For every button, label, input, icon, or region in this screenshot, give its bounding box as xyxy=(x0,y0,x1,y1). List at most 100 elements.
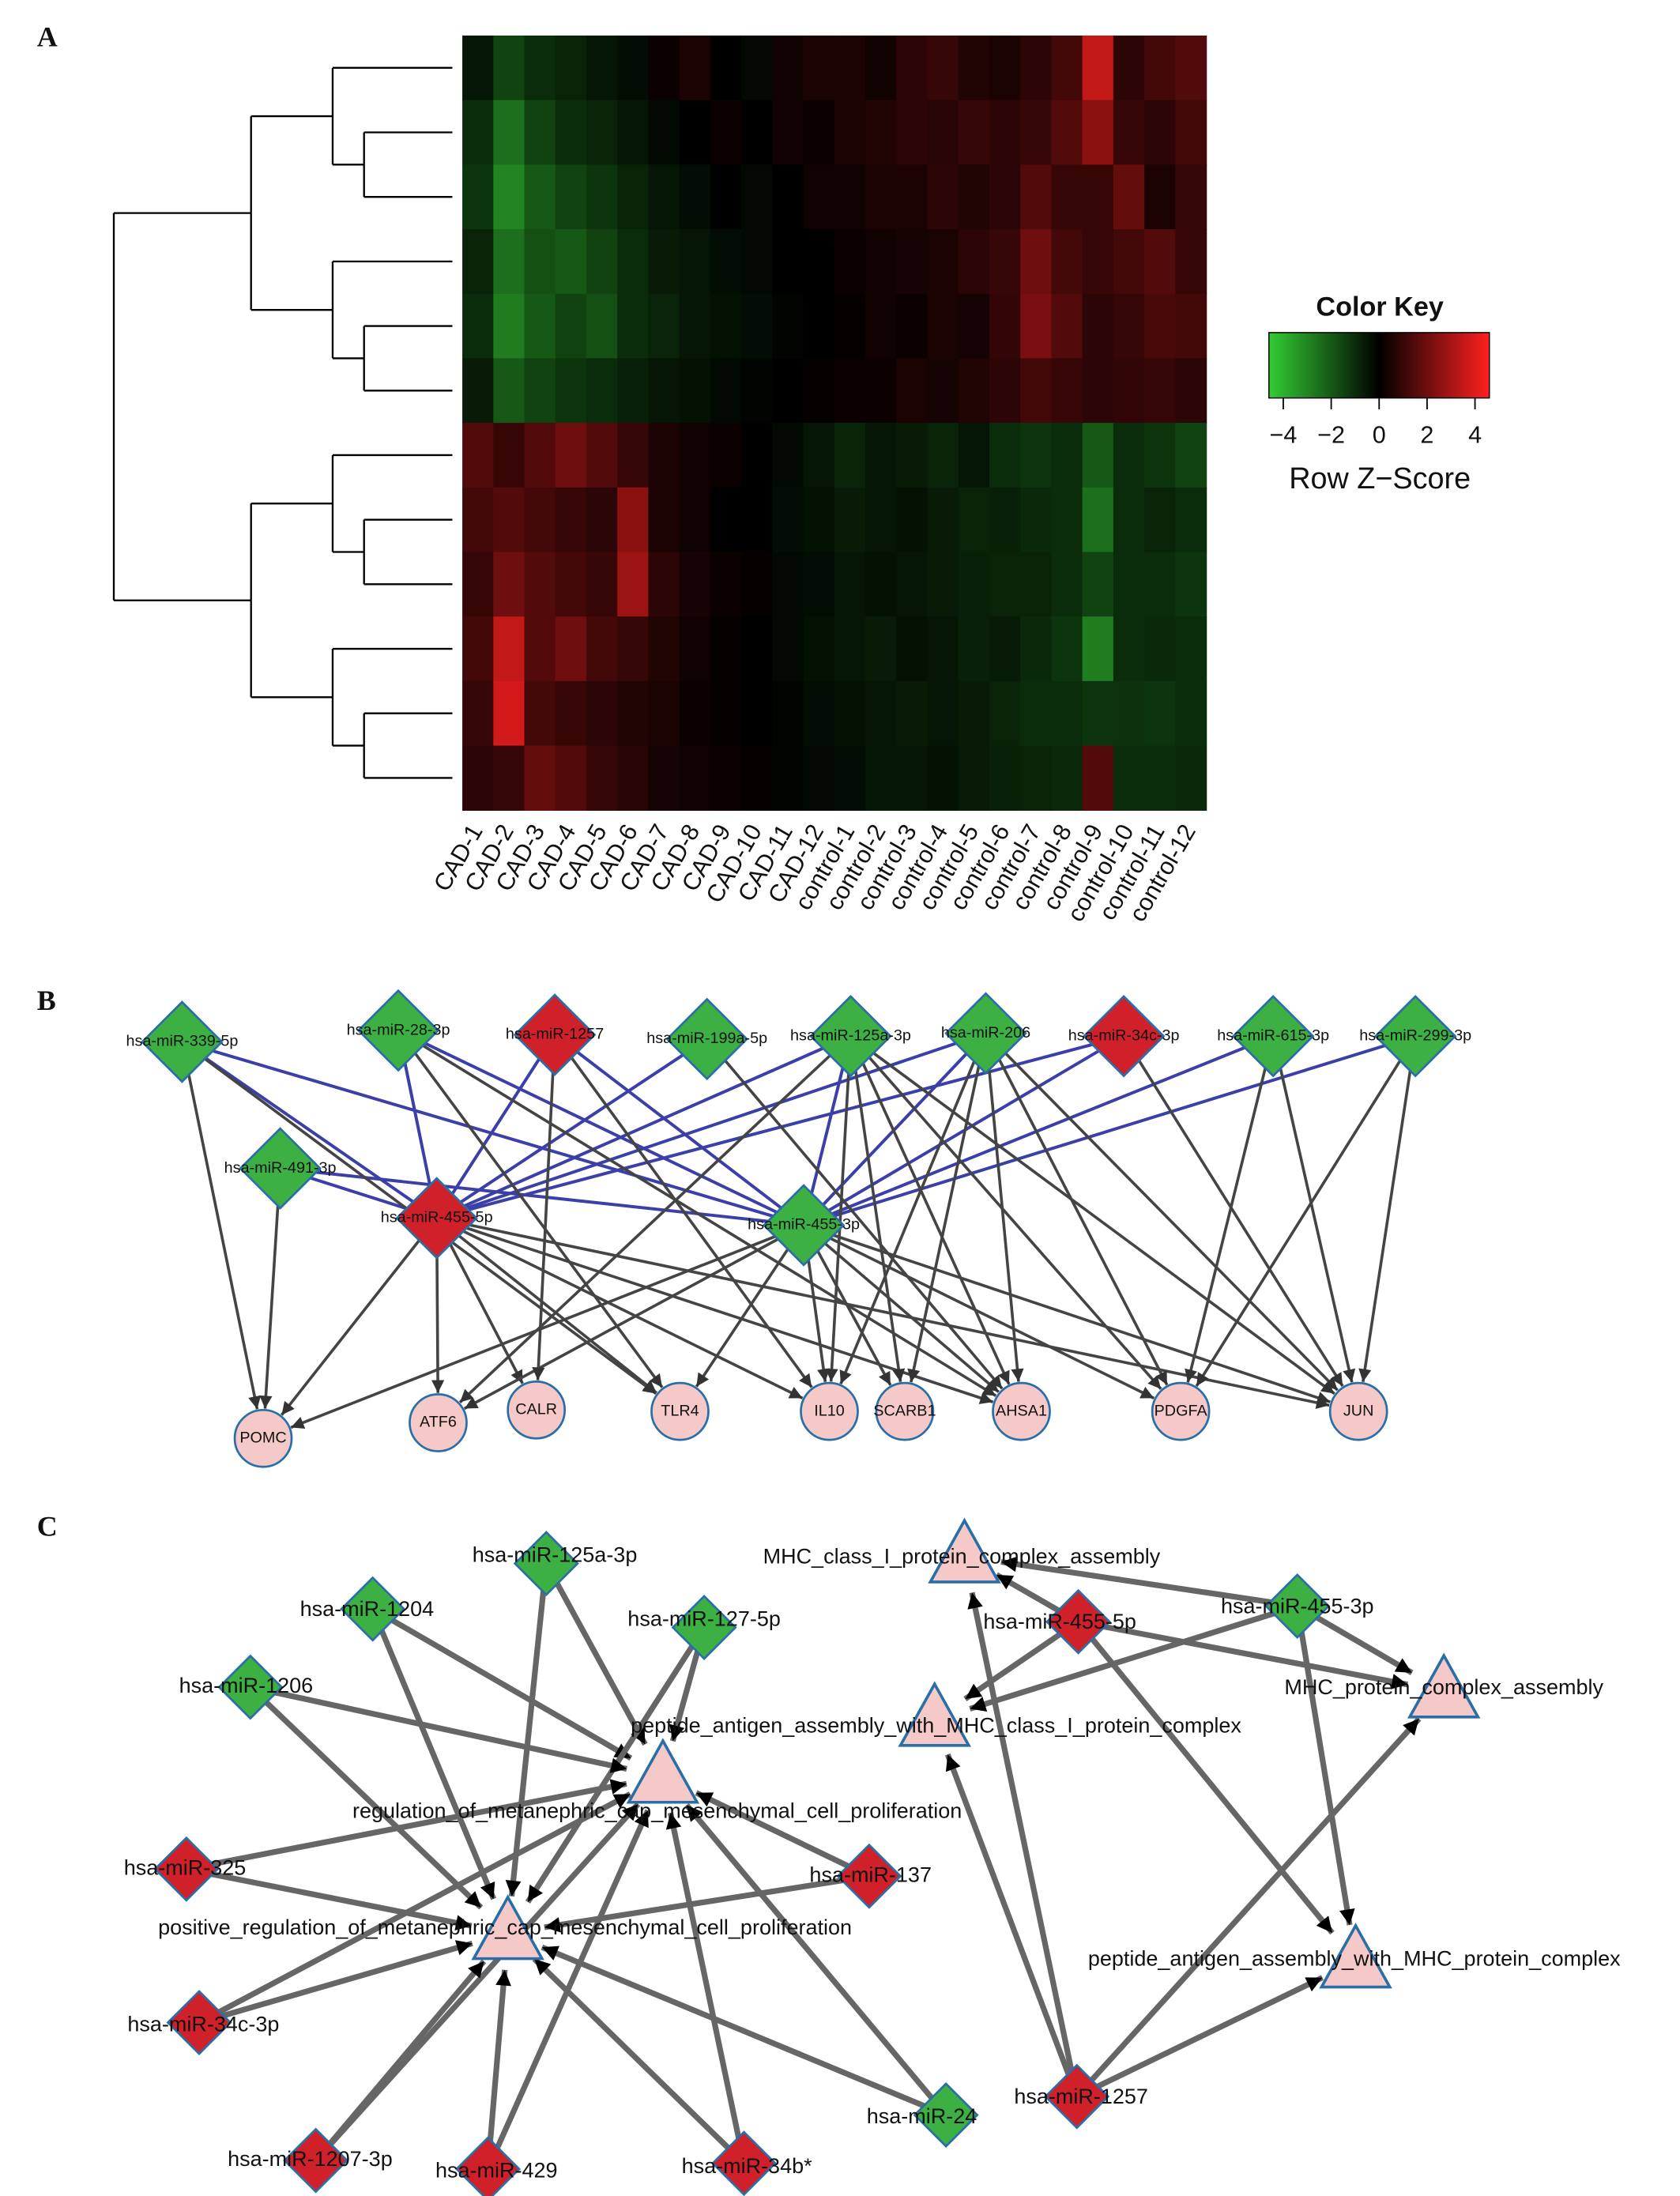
network-edge xyxy=(1000,1556,1298,1610)
heatmap-cell xyxy=(524,164,556,230)
heatmap-cell xyxy=(1020,745,1053,811)
heatmap-cell xyxy=(617,358,650,424)
heatmap-cell xyxy=(1020,423,1053,488)
node-label: hsa-miR-299-3p xyxy=(1359,1026,1471,1044)
heatmap-cell xyxy=(1020,358,1053,424)
heatmap-cell xyxy=(896,487,929,553)
heatmap-cell xyxy=(927,552,959,617)
network-edge xyxy=(198,1940,473,2026)
node-label: hsa-miR-1257 xyxy=(1014,2085,1148,2108)
network-edge xyxy=(435,1034,852,1220)
heatmap-cell xyxy=(958,164,990,230)
network-edge xyxy=(1122,1035,1344,1388)
heatmap-cell xyxy=(1144,745,1177,811)
heatmap-cell xyxy=(493,35,525,101)
heatmap-cell xyxy=(865,229,897,295)
mirna-node xyxy=(710,2130,778,2196)
heatmap-cell xyxy=(958,293,990,360)
heatmap-cell xyxy=(1175,100,1207,166)
heatmap-cell xyxy=(1051,229,1083,295)
heatmap-cell xyxy=(803,552,835,617)
term-node xyxy=(471,1894,544,1961)
heatmap-cell xyxy=(710,616,742,682)
heatmap-cell xyxy=(586,552,618,617)
network-edge xyxy=(371,1607,633,1761)
mirna-node xyxy=(665,997,748,1081)
heatmap-cell xyxy=(1175,293,1207,360)
term-node xyxy=(898,1681,971,1747)
heatmap-cell xyxy=(958,552,990,617)
heatmap-cell xyxy=(865,100,897,166)
heatmap-cell xyxy=(1144,164,1177,230)
heatmap-cell xyxy=(462,487,495,553)
network-edge xyxy=(435,1217,658,1395)
heatmap-cell xyxy=(772,745,804,811)
heatmap-cell xyxy=(865,358,897,424)
term-node xyxy=(1407,1652,1481,1719)
heatmap-cell xyxy=(803,616,835,682)
heatmap-cell xyxy=(586,293,618,360)
heatmap-cell xyxy=(1051,616,1083,682)
heatmap-cell xyxy=(865,293,897,360)
heatmap-cell xyxy=(803,745,835,811)
heatmap-cell xyxy=(524,293,556,360)
heatmap-cell xyxy=(741,293,774,360)
heatmap-cell xyxy=(1051,35,1083,101)
mirna-node xyxy=(153,1836,220,1902)
heatmap-cell xyxy=(1175,358,1207,424)
heatmap-cell xyxy=(927,35,959,101)
heatmap-cell xyxy=(1144,552,1177,617)
heatmap-cell xyxy=(524,616,556,682)
heatmap-cell xyxy=(865,487,897,553)
heatmap-cell xyxy=(927,616,959,682)
heatmap-cell xyxy=(617,680,650,747)
heatmap-cell xyxy=(896,552,929,617)
heatmap-cell xyxy=(648,745,680,811)
heatmap-cell xyxy=(1051,164,1083,230)
network-edge xyxy=(907,1033,988,1383)
node-label: SCARB1 xyxy=(873,1402,936,1419)
heatmap-cell xyxy=(772,358,804,424)
node-label: AHSA1 xyxy=(996,1402,1047,1419)
colorkey-tick-label: −4 xyxy=(1270,421,1298,448)
mirna-node xyxy=(1045,1588,1112,1655)
heatmap-cell xyxy=(958,100,990,166)
heatmap-cell xyxy=(462,164,495,230)
mirna-node xyxy=(513,993,597,1076)
heatmap-cell xyxy=(462,35,495,101)
heatmap-cell xyxy=(772,487,804,553)
heatmap-cell xyxy=(1144,680,1177,747)
heatmap-cell xyxy=(741,552,774,617)
heatmap-cell xyxy=(1144,358,1177,424)
heatmap-cell xyxy=(865,423,897,488)
mirna-node xyxy=(1231,994,1315,1078)
heatmap-cell xyxy=(1082,423,1114,488)
heatmap-cell xyxy=(834,293,866,360)
heatmap-cell xyxy=(865,745,897,811)
network-edge xyxy=(839,1032,988,1384)
heatmap-cell xyxy=(927,487,959,553)
network-edge xyxy=(684,1802,948,2117)
mirna-node xyxy=(395,1177,478,1260)
heatmap-cell xyxy=(834,487,866,553)
mirna-node xyxy=(239,1127,322,1210)
node-label: hsa-miR-24 xyxy=(867,2104,977,2128)
heatmap-cell xyxy=(1051,358,1083,424)
heatmap-cell xyxy=(555,164,587,230)
heatmap-cell xyxy=(865,164,897,230)
network-edge xyxy=(1358,1035,1417,1383)
node-label: peptide_antigen_assembly_with_MHC_protei… xyxy=(1088,1947,1621,1971)
network-edge xyxy=(803,1034,1416,1227)
heatmap-cell xyxy=(803,423,835,488)
network-edge xyxy=(435,1216,804,1400)
mirna-node xyxy=(217,1654,284,1720)
heatmap-cell xyxy=(1051,423,1083,488)
node-label: hsa-miR-206 xyxy=(941,1024,1030,1041)
heatmap-cell xyxy=(617,100,650,166)
heatmap-cell xyxy=(648,164,680,230)
colorkey-title: Color Key xyxy=(1316,292,1443,322)
heatmap-cell xyxy=(617,487,650,553)
term-node xyxy=(1319,1923,1392,1989)
heatmap-cell xyxy=(710,423,742,488)
heatmap-cell xyxy=(1051,293,1083,360)
